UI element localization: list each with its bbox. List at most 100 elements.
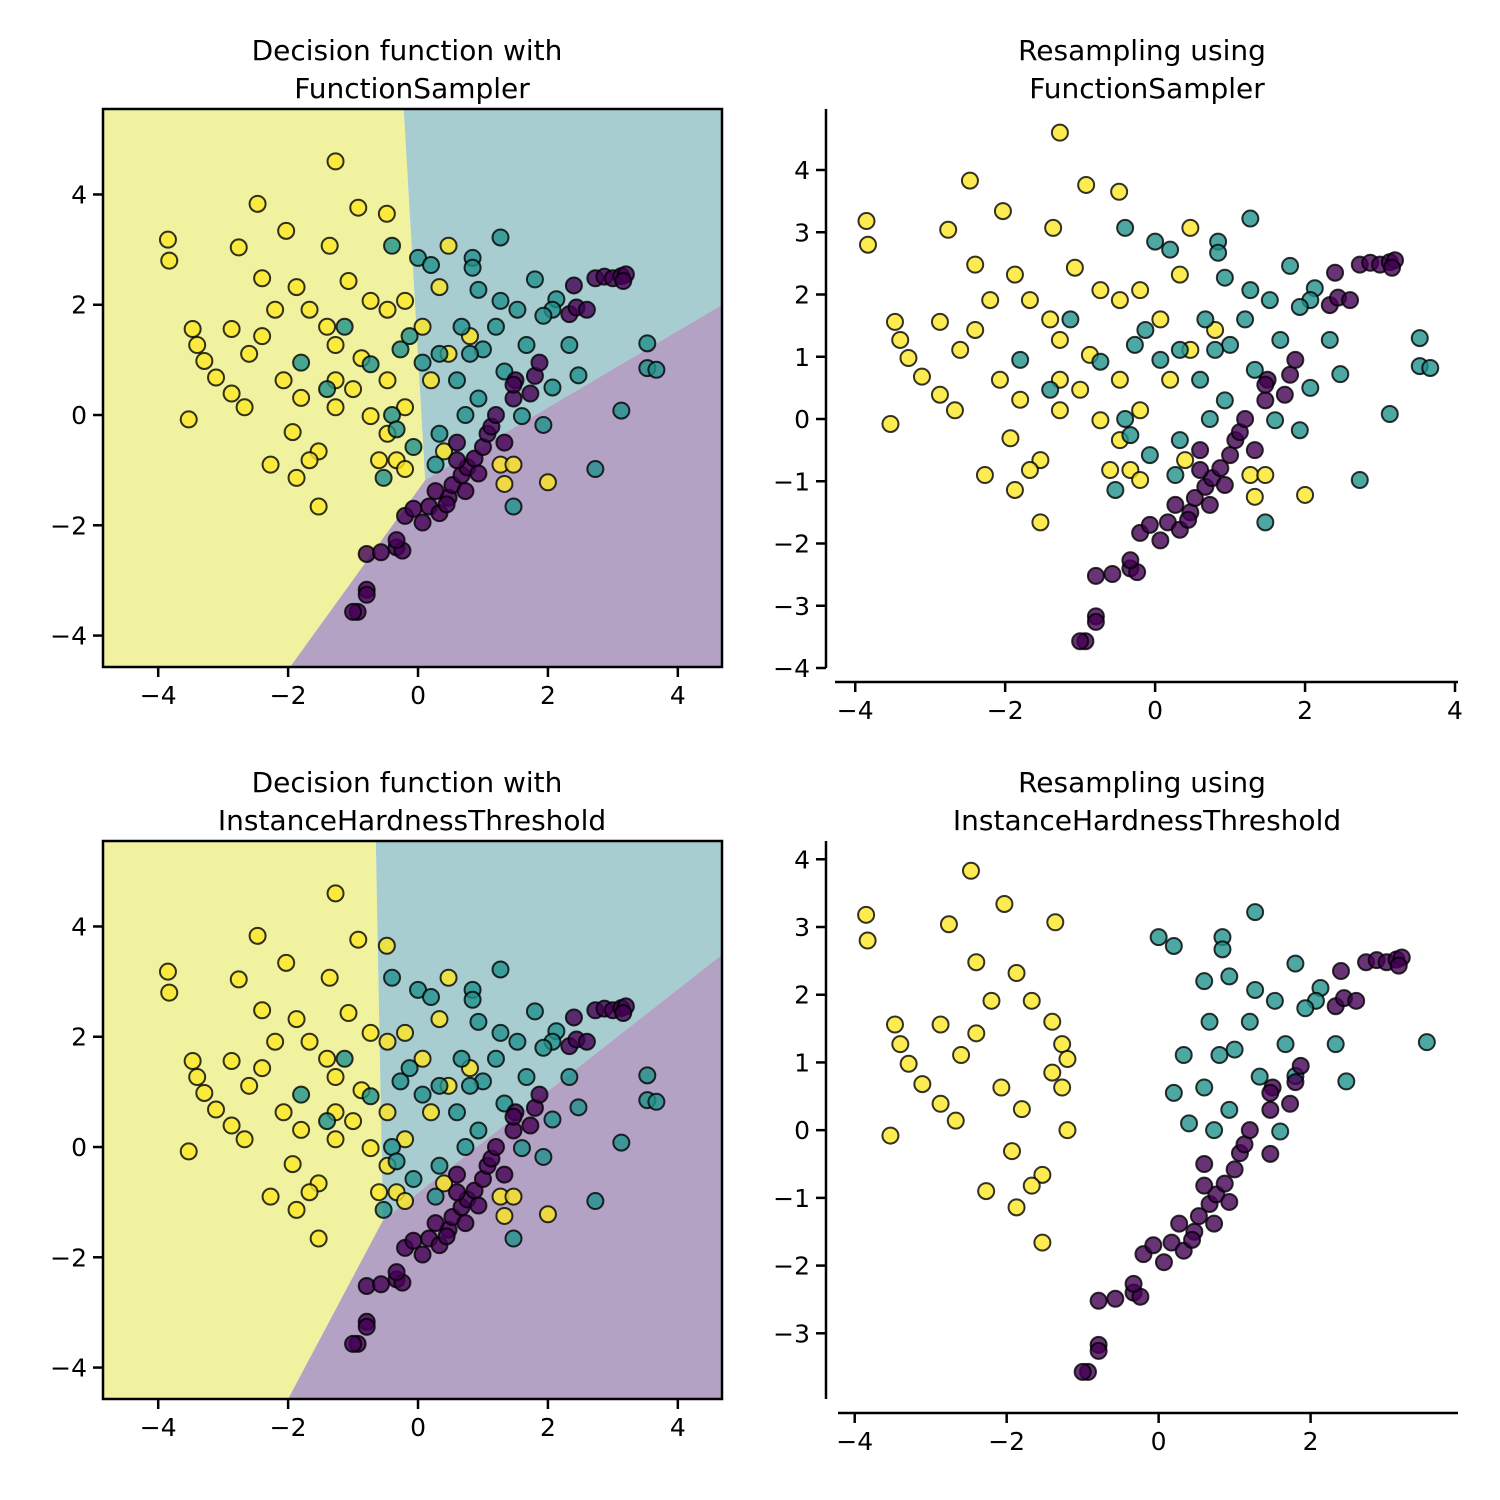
point-class-2 [435,1174,454,1193]
point-class-2 [378,1032,397,1051]
y-tick-label: −2 [773,1252,810,1281]
point-class-2 [1058,1050,1077,1069]
point-class-0 [521,384,540,403]
point-class-2 [960,171,979,190]
point-class-1 [1196,310,1215,329]
point-class-2 [248,194,267,213]
point-class-0 [504,375,523,394]
point-class-2 [1050,123,1069,142]
point-class-2 [349,198,368,217]
point-class-0 [447,1183,466,1202]
point-class-1 [1041,380,1060,399]
y-tick-label: −1 [773,467,810,496]
point-class-2 [881,414,900,433]
point-class-1 [426,1187,445,1206]
point-class-0 [371,543,390,562]
point-class-0 [1383,258,1402,277]
point-class-2 [207,368,226,387]
point-class-1 [1225,1040,1244,1059]
point-class-1 [1301,378,1320,397]
point-class-2 [158,962,177,981]
point-class-2 [981,291,1000,310]
point-class-2 [995,894,1014,913]
title-decision-iht-line2: InstanceHardnessThreshold [218,804,606,837]
point-class-1 [491,1023,510,1042]
point-class-2 [300,451,319,470]
y-tick-label: −4 [773,654,810,683]
point-class-2 [229,238,248,257]
x-tick-label: −2 [270,681,307,710]
point-class-2 [413,1049,432,1068]
point-class-2 [320,968,339,987]
y-tick-label: 2 [794,281,810,310]
point-class-1 [1286,954,1305,973]
point-class-1 [400,327,419,346]
point-class-2 [857,905,876,924]
y-tick-label: −2 [773,530,810,559]
point-class-2 [857,212,876,231]
point-class-0 [456,482,475,501]
point-class-0 [1275,385,1294,404]
point-class-2 [1071,380,1090,399]
point-class-1 [422,256,441,275]
point-class-2 [899,1054,918,1073]
point-class-1 [491,228,510,247]
point-class-2 [274,1103,293,1122]
point-class-2 [966,320,985,339]
point-class-2 [1005,480,1024,499]
point-class-2 [222,1116,241,1135]
point-class-2 [1020,291,1039,310]
y-tick-label: −4 [50,622,87,651]
point-class-2 [975,466,994,485]
point-class-2 [1181,218,1200,237]
point-class-0 [1106,1289,1125,1308]
y-tick-label: 1 [794,343,810,372]
point-class-2 [378,1103,397,1122]
point-class-1 [361,355,380,374]
title-resampling-iht-line1: Resampling using [1018,766,1266,799]
point-class-1 [1174,1045,1193,1064]
point-class-2 [939,220,958,239]
point-class-1 [512,407,531,426]
point-class-2 [891,330,910,349]
point-class-2 [396,460,415,479]
axes-frame [101,107,724,669]
y-tick-label: −3 [773,592,810,621]
point-class-1 [486,1049,505,1068]
point-class-2 [370,1183,389,1202]
point-class-1 [543,1110,562,1129]
point-class-1 [1146,232,1165,251]
point-class-1 [1149,928,1168,947]
decision-region-class-2 [103,109,426,667]
point-class-2 [240,1076,259,1095]
point-class-2 [253,269,272,288]
point-class-2 [885,1015,904,1034]
point-class-2 [1241,466,1260,485]
point-class-2 [1131,471,1150,490]
point-class-0 [1200,495,1219,514]
x-tick-label: 4 [1447,696,1463,725]
point-class-2 [396,1130,415,1149]
point-class-2 [222,384,241,403]
point-class-2 [266,1032,285,1051]
point-class-0 [357,1317,376,1336]
point-class-1 [1166,466,1185,485]
point-class-1 [463,258,482,277]
point-class-1 [1417,1033,1436,1052]
point-class-2 [430,1010,449,1029]
point-class-2 [1020,461,1039,480]
x-tick-label: −4 [836,1427,873,1456]
point-class-2 [378,300,397,319]
point-class-0 [1256,391,1275,410]
point-class-2 [188,335,207,354]
point-class-2 [1131,401,1150,420]
point-class-0 [1086,612,1105,631]
point-class-0 [1195,1155,1214,1174]
point-class-1 [413,353,432,372]
x-tick-label: 0 [410,1413,426,1442]
point-class-2 [179,1142,198,1161]
panel-2: −4 −2 0 2 4 −4 −2 0 2 4 [50,839,724,1442]
point-class-0 [504,1107,523,1126]
point-class-0 [486,1138,505,1157]
point-class-1 [1061,310,1080,329]
